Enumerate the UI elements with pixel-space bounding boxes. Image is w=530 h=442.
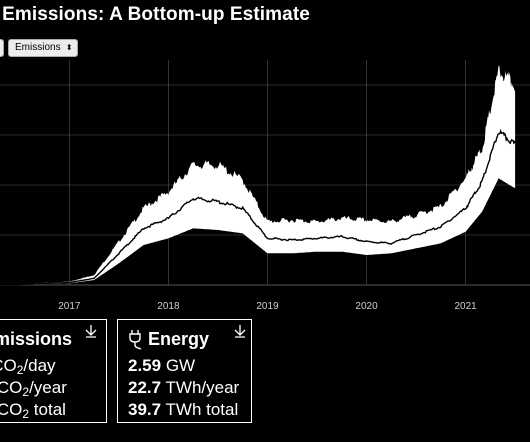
emissions-total-unit: MtCO (0, 400, 23, 419)
energy-total-value: 39.7 (128, 400, 162, 419)
emissions-day-suffix: /day (23, 356, 56, 375)
energy-total-unit: TWh total (165, 400, 239, 419)
uncertainty-band (0, 65, 516, 285)
emissions-row-total: MtCO2 total (0, 400, 66, 420)
energy-card-title: Energy (148, 329, 210, 349)
emissions-row-day: ktCO2/day (0, 356, 56, 376)
x-tick-label: 2020 (355, 301, 378, 312)
partial-select[interactable] (0, 39, 4, 57)
emissions-card: Emissions ktCO2/day MtCO2/year MtCO2 tot… (0, 319, 107, 423)
x-axis: 2017 2018 2019 2020 2021 (58, 301, 477, 312)
download-icon[interactable] (233, 324, 247, 338)
energy-card: Energy 2.59 GW 22.7 TWh/year 39.7 TWh to… (117, 319, 252, 423)
energy-year-unit: TWh/year (165, 378, 240, 397)
emissions-day-sub: 2 (16, 363, 24, 377)
x-tick-label: 2021 (454, 301, 477, 312)
metric-select[interactable]: Emissions ⬍ (8, 39, 78, 57)
energy-row-total: 39.7 TWh total (128, 400, 238, 420)
x-tick-label: 2017 (58, 301, 81, 312)
metric-select-value: Emissions (15, 42, 61, 53)
emissions-row-year: MtCO2/year (0, 378, 67, 398)
emissions-year-unit: MtCO (0, 378, 23, 397)
emissions-total-suffix: total (29, 400, 66, 419)
download-icon[interactable] (84, 324, 98, 338)
estimate-line (0, 128, 516, 286)
plug-icon (129, 330, 142, 350)
x-tick-label: 2019 (256, 301, 279, 312)
page-title-text: um Emissions: A Bottom-up Estimate (0, 4, 310, 25)
energy-row-power: 2.59 GW (128, 356, 195, 376)
energy-power-value: 2.59 (128, 356, 162, 375)
energy-row-year: 22.7 TWh/year (128, 378, 239, 398)
energy-power-unit: GW (165, 356, 196, 375)
emissions-total-sub: 2 (22, 407, 30, 421)
x-tick-label: 2018 (157, 301, 180, 312)
emissions-year-suffix: /year (29, 378, 67, 397)
page-title: um Emissions: A Bottom-up Estimate (0, 4, 530, 26)
emissions-year-sub: 2 (22, 385, 30, 399)
select-arrows-icon: ⬍ (65, 43, 73, 52)
emissions-card-title: Emissions (0, 329, 73, 349)
energy-year-value: 22.7 (128, 378, 162, 397)
emissions-day-unit: ktCO (0, 356, 17, 375)
